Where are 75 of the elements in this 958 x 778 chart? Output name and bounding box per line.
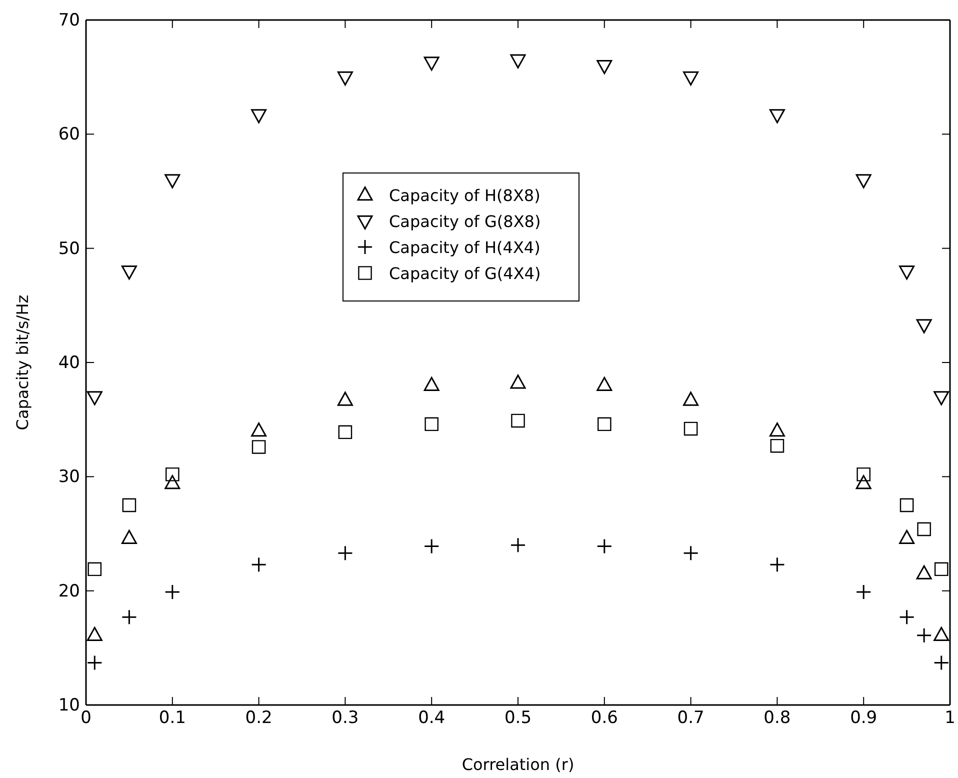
point (86, 626, 102, 642)
x-tick-label: 0.7 (677, 708, 704, 728)
point (769, 109, 785, 124)
point (424, 538, 440, 554)
point (338, 425, 352, 440)
point (769, 422, 785, 437)
point (900, 498, 914, 512)
legend-label: Capacity of G(8X8) (389, 212, 541, 231)
point (596, 538, 612, 554)
point (251, 422, 267, 437)
point (510, 54, 526, 68)
point (424, 56, 440, 71)
y-tick-label: 20 (58, 581, 80, 602)
point (88, 562, 102, 576)
point (916, 319, 932, 334)
point (337, 71, 353, 86)
point (122, 498, 136, 512)
point (251, 556, 267, 572)
point (510, 537, 526, 553)
point (337, 545, 353, 561)
x-tick-label: 0.6 (590, 708, 618, 728)
x-tick-label: 0 (80, 708, 92, 728)
point (856, 584, 872, 600)
y-axis-title: Capacity bit/s/Hz (13, 294, 32, 430)
y-tick-label: 70 (58, 10, 80, 30)
y-tick-label: 50 (58, 238, 80, 259)
y-tick-label: 30 (58, 467, 80, 488)
point (934, 655, 950, 671)
point (934, 391, 950, 406)
x-tick-label: 0.2 (245, 708, 272, 728)
x-axis-title: Correlation (r) (462, 755, 574, 774)
point (684, 422, 698, 436)
point (899, 266, 915, 280)
point (86, 655, 102, 671)
point (683, 545, 699, 561)
point (916, 628, 932, 644)
point (934, 626, 950, 642)
point (598, 417, 612, 432)
point (86, 391, 102, 406)
y-tick-label: 10 (58, 695, 80, 716)
point (164, 475, 180, 490)
legend-label: Capacity of G(4X4) (389, 264, 541, 283)
x-tick-label: 0.5 (504, 708, 532, 728)
y-tick-label: 60 (58, 124, 80, 145)
point (856, 467, 870, 482)
x-tick-label: 0.4 (418, 708, 446, 728)
point (596, 60, 612, 74)
point (769, 556, 785, 572)
point (917, 522, 931, 536)
point (121, 609, 137, 625)
point (899, 530, 915, 544)
point (856, 475, 872, 490)
point (164, 584, 180, 600)
x-tick-label: 0.3 (332, 708, 359, 728)
point (856, 174, 872, 188)
point (899, 609, 915, 625)
point (121, 530, 137, 544)
point (770, 438, 784, 453)
point (166, 467, 180, 482)
point (121, 266, 137, 280)
legend-label: Capacity of H(4X4) (389, 238, 540, 257)
point (251, 109, 267, 124)
point (683, 71, 699, 86)
point (934, 562, 948, 576)
x-tick-label: 1 (944, 708, 956, 728)
y-tick-label: 40 (58, 352, 80, 373)
point (252, 440, 266, 454)
x-tick-label: 0.8 (764, 708, 791, 728)
x-tick-label: 0.1 (158, 708, 186, 728)
point (511, 414, 525, 428)
legend-label: Capacity of H(8X8) (389, 186, 540, 205)
point (424, 417, 438, 432)
point (916, 565, 932, 580)
point (164, 174, 180, 188)
x-tick-label: 0.9 (850, 708, 878, 728)
